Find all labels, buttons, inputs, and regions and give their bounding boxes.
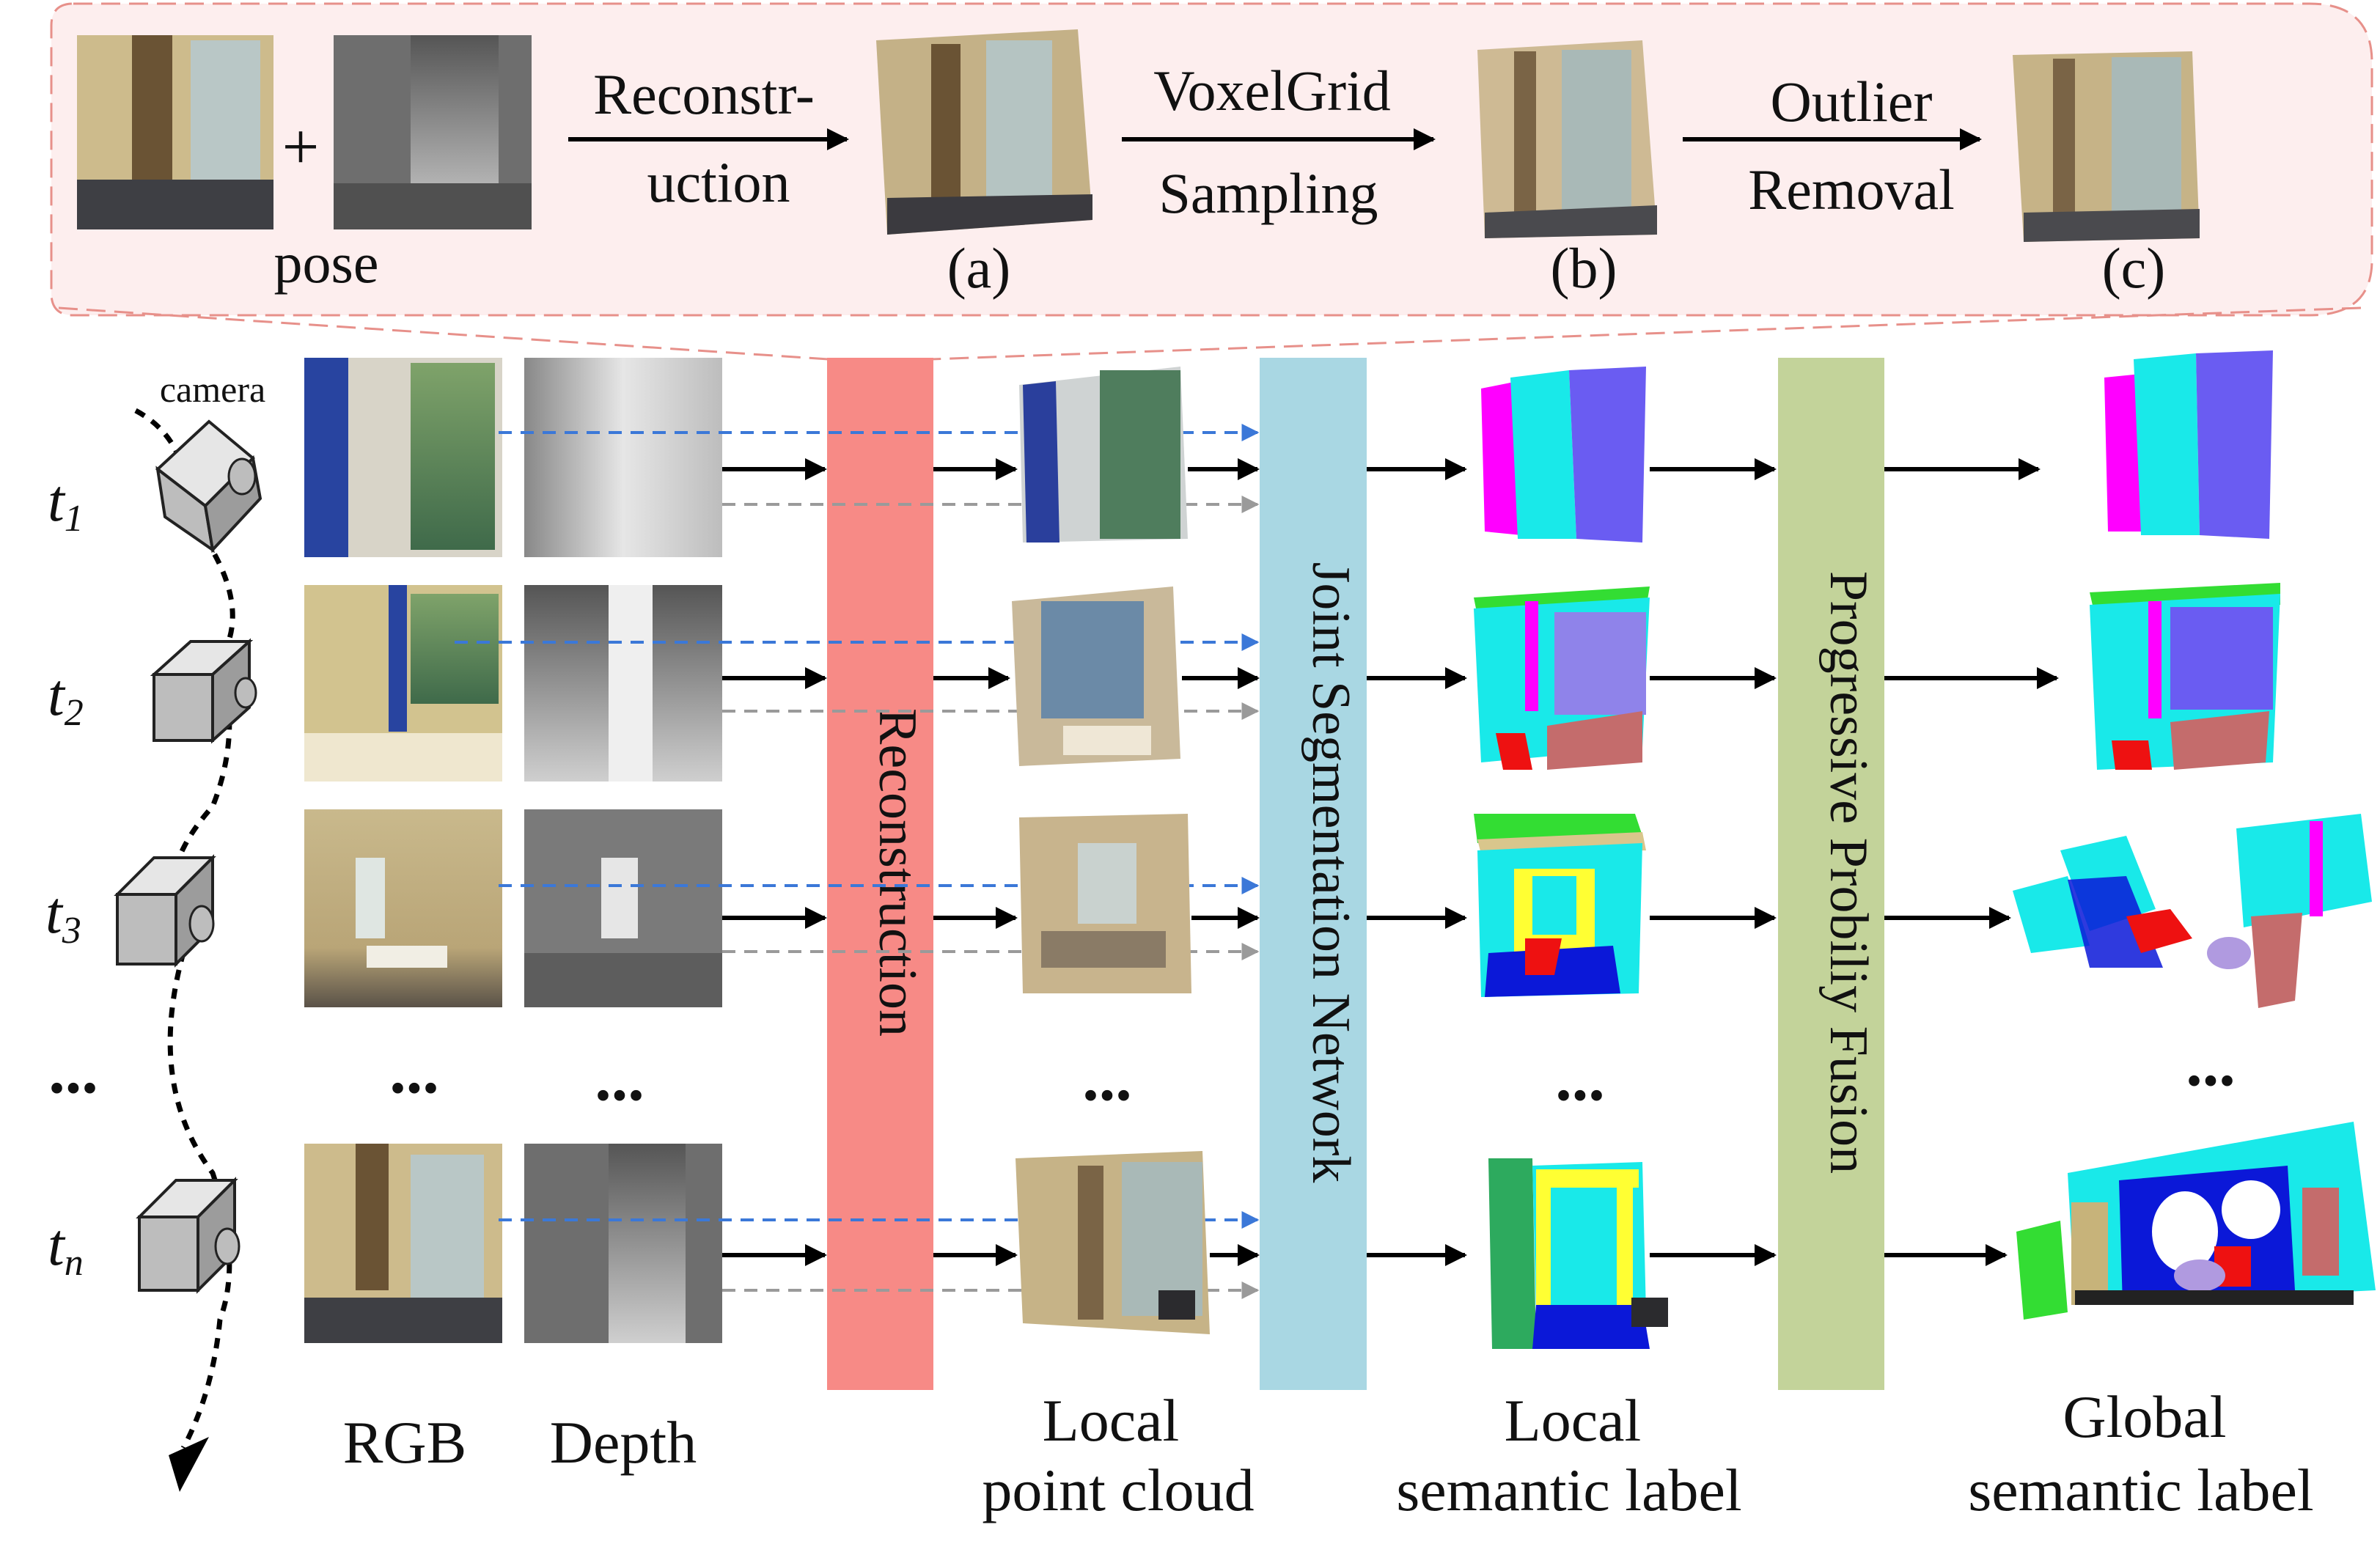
local-semantic-label-tn: [1488, 1158, 1668, 1349]
time-label-t1: t1: [48, 467, 84, 540]
local-point-cloud-t1: [1019, 367, 1188, 543]
ellipsis-depth: ...: [595, 1042, 644, 1114]
camera-icon-1: [155, 419, 262, 554]
rgb-image-t2: [304, 585, 502, 782]
rgb-image-t3: [304, 809, 502, 1007]
pose-label: pose: [274, 231, 379, 295]
row-t2: [304, 583, 2280, 782]
trajectory-path: [134, 408, 235, 1449]
global-semantic-label-tn: [2016, 1122, 2376, 1320]
column-labels: RGB Depth Local point cloud Local semant…: [343, 1383, 2314, 1523]
time-label-t2: t2: [48, 661, 84, 734]
zoom-line-right: [930, 306, 2362, 361]
plus-sign: +: [282, 111, 320, 183]
reconstruction-bar: Reconstruction: [827, 358, 933, 1390]
step2-label-line1: VoxelGrid: [1153, 59, 1391, 122]
local-point-cloud-t2: [1012, 586, 1180, 766]
top-input-depth-image: [334, 35, 532, 229]
top-input-rgb-image: [77, 35, 273, 229]
camera-trajectory: camera: [114, 369, 265, 1492]
row-t1: [304, 350, 2273, 557]
time-ellipsis: ...: [48, 1034, 98, 1107]
local-point-cloud-t3: [1019, 814, 1191, 993]
depth-image-t2: [524, 585, 722, 782]
global-semantic-label-t1: [2104, 350, 2273, 539]
camera-icon-2: [150, 638, 257, 744]
progressive-fusion-bar-label: Progressive Probiliy Fusion: [1818, 571, 1878, 1174]
reconstruction-bar-label: Reconstruction: [867, 708, 928, 1037]
step2-label-line2: Sampling: [1158, 161, 1378, 225]
camera-icon-3: [114, 854, 216, 968]
column-label-rgb: RGB: [343, 1409, 467, 1476]
step3-label-line1: Outlier: [1771, 70, 1933, 133]
column-label-global-sem-line1: Global: [2063, 1383, 2226, 1450]
step1-label-line2: uction: [647, 150, 790, 214]
top-panel-frame: [50, 2, 2373, 317]
column-label-depth: Depth: [550, 1409, 697, 1476]
pointcloud-c-image: [2013, 51, 2200, 242]
time-labels: t1 t2 t3 tn ...: [45, 467, 98, 1284]
column-label-global-sem-line2: semantic label: [1968, 1457, 2313, 1523]
progressive-fusion-bar: Progressive Probiliy Fusion: [1778, 358, 1884, 1390]
camera-label: camera: [160, 369, 265, 410]
depth-image-tn: [524, 1144, 722, 1343]
rgb-image-t1: [304, 358, 502, 557]
column-label-local-sem-line2: semantic label: [1396, 1457, 1741, 1523]
rgb-image-tn: [304, 1144, 502, 1343]
label-b: (b): [1551, 236, 1617, 300]
step3-label-line2: Removal: [1748, 158, 1955, 221]
ellipsis-local-sem: ...: [1555, 1042, 1605, 1114]
label-c: (c): [2102, 236, 2166, 300]
ellipsis-rgb: ...: [389, 1034, 439, 1107]
ellipsis-local-pc: ...: [1082, 1042, 1132, 1114]
label-a: (a): [947, 236, 1011, 300]
local-semantic-label-t3: [1474, 814, 1646, 997]
ellipsis-row: ... ... ... ... ...: [389, 1027, 2236, 1114]
pointcloud-a-image: [876, 29, 1092, 235]
joint-segmentation-bar: Joint Segmentation Network: [1260, 358, 1367, 1390]
column-label-local-pc-line2: point cloud: [982, 1457, 1254, 1523]
row-tn: [304, 1122, 2376, 1349]
global-semantic-label-t3: [2013, 814, 2372, 1008]
row-t3: [304, 809, 2372, 1008]
column-label-local-sem-line1: Local: [1505, 1387, 1642, 1454]
pointcloud-b-image: [1477, 40, 1657, 238]
time-label-t3: t3: [45, 879, 81, 952]
column-label-local-pc-line1: Local: [1043, 1387, 1180, 1454]
depth-image-t1: [524, 358, 722, 557]
trajectory-arrowhead: [169, 1437, 209, 1492]
step1-label-line1: Reconstr-: [593, 62, 815, 126]
camera-icon-n: [136, 1177, 240, 1294]
local-semantic-label-t1: [1481, 367, 1646, 543]
time-label-tn: tn: [48, 1211, 84, 1284]
global-semantic-label-t2: [2090, 583, 2280, 770]
joint-segmentation-bar-label: Joint Segmentation Network: [1301, 562, 1361, 1183]
local-point-cloud-tn: [1015, 1151, 1210, 1334]
ellipsis-global-sem: ...: [2186, 1027, 2236, 1100]
depth-image-t3: [524, 809, 722, 1007]
zoom-line-left: [58, 306, 829, 361]
local-semantic-label-t2: [1474, 586, 1650, 770]
top-pipeline-panel: + pose Reconstr- uction (a) VoxelGrid Sa…: [50, 2, 2373, 361]
